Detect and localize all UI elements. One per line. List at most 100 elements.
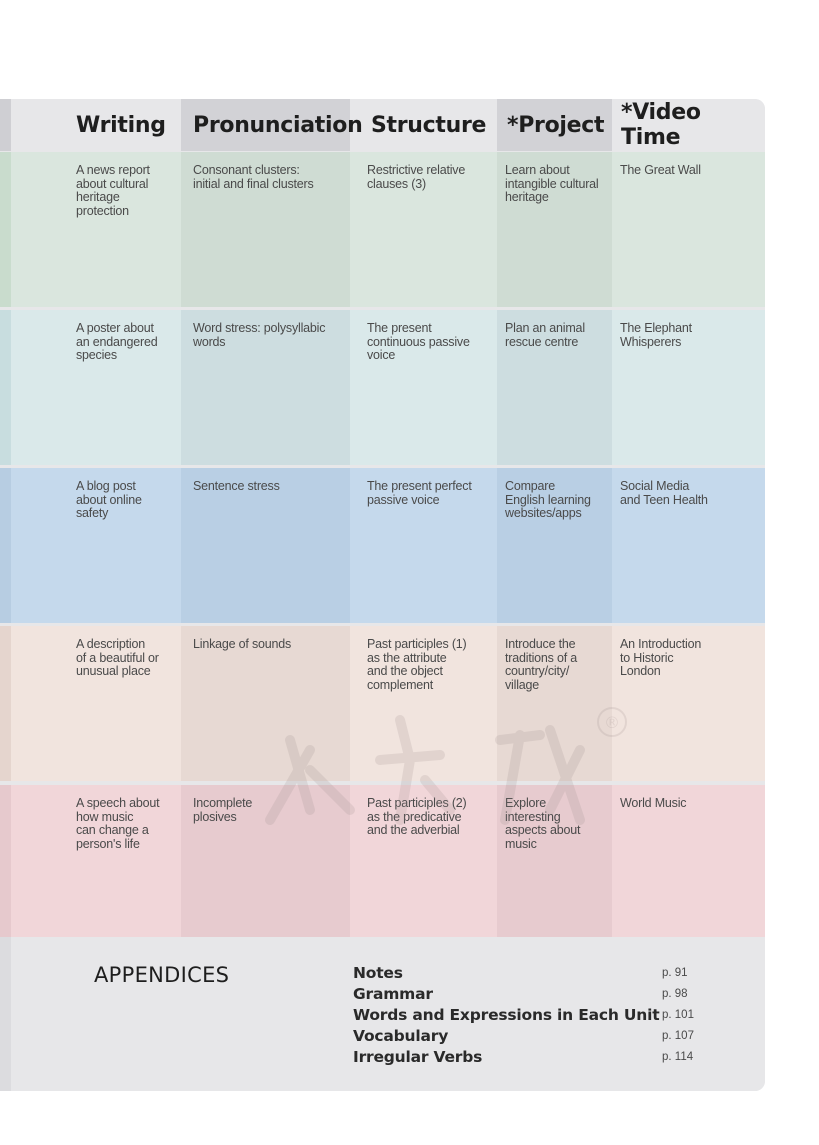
appendix-item-grammar[interactable]: Grammar	[353, 985, 433, 1003]
cell-line: Compare	[505, 479, 556, 493]
cell-line: English learning	[505, 492, 591, 507]
cell-video-time: The Elephant Whisperers	[620, 321, 755, 349]
cell-line: country/city/	[505, 664, 570, 679]
cell-line: words	[193, 334, 226, 349]
cell-line: initial and final clusters	[193, 176, 314, 191]
cell-pronunciation: Word stress: polysyllabic words	[193, 321, 343, 349]
cell-structure: The present perfect passive voice	[367, 479, 492, 507]
cell-line: to Historic	[620, 650, 674, 665]
unit-row: A blog post about online safety Sentence st…	[0, 468, 765, 623]
appendix-item-irregular-verbs[interactable]: Irregular Verbs	[353, 1048, 483, 1066]
cell-line: Incomplete	[193, 796, 253, 810]
column-shade	[497, 626, 612, 781]
cell-writing: A blog post about online safety	[76, 479, 176, 521]
cell-line: Learn about	[505, 163, 570, 177]
cell-line: can change a	[76, 823, 149, 838]
column-shade	[181, 785, 350, 940]
cell-video-time: World Music	[620, 796, 755, 811]
cell-project: Explore interesting aspects about music	[505, 796, 610, 851]
row-left-bar	[0, 310, 11, 465]
cell-line: and the object	[367, 664, 443, 679]
cell-line: A speech about	[76, 796, 160, 810]
cell-pronunciation: Incomplete plosives	[193, 796, 343, 824]
cell-line: Sentence stress	[193, 479, 280, 493]
cell-line: heritage	[76, 190, 120, 205]
column-shade	[497, 152, 612, 307]
column-shade	[181, 626, 350, 781]
cell-project: Introduce the traditions of a country/city…	[505, 637, 610, 692]
cell-line: aspects about	[505, 823, 581, 838]
cell-project: Learn about intangible cultural heritage	[505, 163, 610, 205]
cell-line: intangible cultural	[505, 176, 599, 191]
cell-writing: A poster about an endangered species	[76, 321, 176, 363]
cell-line: Social Media	[620, 479, 690, 493]
appendix-page-words-expressions: p. 101	[662, 1009, 694, 1021]
cell-line: of a beautiful or	[76, 650, 159, 665]
cell-line: heritage	[505, 190, 549, 205]
row-left-bar	[0, 785, 11, 940]
cell-line: A poster about	[76, 321, 154, 335]
appendix-page-irregular-verbs: p. 114	[662, 1051, 694, 1063]
unit-row: A speech about how music can change a perso…	[0, 785, 765, 940]
cell-line: and Teen Health	[620, 492, 708, 507]
cell-line: London	[620, 664, 661, 679]
cell-line: The Elephant	[620, 321, 692, 335]
cell-line: Past participles (1)	[367, 637, 467, 651]
appendix-page-vocabulary: p. 107	[662, 1030, 694, 1042]
cell-line: A description	[76, 637, 145, 651]
cell-video-time: Social Media and Teen Health	[620, 479, 755, 507]
appendix-page-notes: p. 91	[662, 967, 688, 979]
cell-line: Explore	[505, 796, 546, 810]
row-left-bar	[0, 468, 11, 623]
header-left-bar	[0, 99, 11, 151]
cell-line: an endangered	[76, 334, 158, 349]
unit-row: A description of a beautiful or unusual pl…	[0, 626, 765, 781]
unit-row: A news report about cultural heritage prote…	[0, 152, 765, 307]
column-shade	[181, 468, 350, 623]
header-project: *Project	[497, 99, 612, 151]
header-writing: Writing	[76, 112, 166, 138]
cell-line: continuous passive	[367, 334, 470, 349]
appendix-item-notes[interactable]: Notes	[353, 964, 403, 982]
cell-video-time: The Great Wall	[620, 163, 755, 178]
cell-line: village	[505, 677, 540, 692]
cell-video-time: An Introduction to Historic London	[620, 637, 755, 679]
cell-line: complement	[367, 677, 434, 692]
cell-line: Word stress: polysyllabic	[193, 321, 326, 335]
column-shade	[181, 152, 350, 307]
appendix-item-words-expressions[interactable]: Words and Expressions in Each Unit	[353, 1006, 660, 1024]
table-header-row: Writing Pronunciation Structure *Project…	[0, 99, 765, 151]
cell-line: voice	[367, 348, 396, 363]
cell-pronunciation: Sentence stress	[193, 479, 343, 494]
cell-writing: A description of a beautiful or unusual pl…	[76, 637, 176, 679]
cell-line: passive voice	[367, 492, 440, 507]
cell-pronunciation: Linkage of sounds	[193, 637, 343, 652]
cell-line: clauses (3)	[367, 176, 426, 191]
cell-line: and the adverbial	[367, 823, 460, 838]
cell-structure: The present continuous passive voice	[367, 321, 492, 363]
cell-line: as the attribute	[367, 650, 447, 665]
cell-line: as the predicative	[367, 809, 462, 824]
cell-line: traditions of a	[505, 650, 578, 665]
cell-line: plosives	[193, 809, 237, 824]
cell-line: World Music	[620, 796, 687, 810]
cell-line: A blog post	[76, 479, 136, 493]
cell-line: Whisperers	[620, 334, 682, 349]
cell-line: Introduce the	[505, 637, 576, 651]
cell-project: Plan an animal rescue centre	[505, 321, 610, 349]
cell-line: protection	[76, 203, 129, 218]
cell-line: interesting	[505, 809, 561, 824]
cell-line: A news report	[76, 163, 150, 177]
cell-line: about cultural	[76, 176, 149, 191]
cell-line: rescue centre	[505, 334, 579, 349]
cell-line: Restrictive relative	[367, 163, 466, 177]
cell-line: unusual place	[76, 664, 151, 679]
cell-pronunciation: Consonant clusters: initial and final clu…	[193, 163, 343, 191]
cell-line: Plan an animal	[505, 321, 585, 335]
cell-line: person's life	[76, 836, 140, 851]
appendix-left-bar	[0, 937, 11, 1091]
cell-line: species	[76, 348, 117, 363]
cell-writing: A news report about cultural heritage prote…	[76, 163, 176, 218]
appendix-item-vocabulary[interactable]: Vocabulary	[353, 1027, 449, 1045]
cell-line: The present perfect	[367, 479, 472, 493]
